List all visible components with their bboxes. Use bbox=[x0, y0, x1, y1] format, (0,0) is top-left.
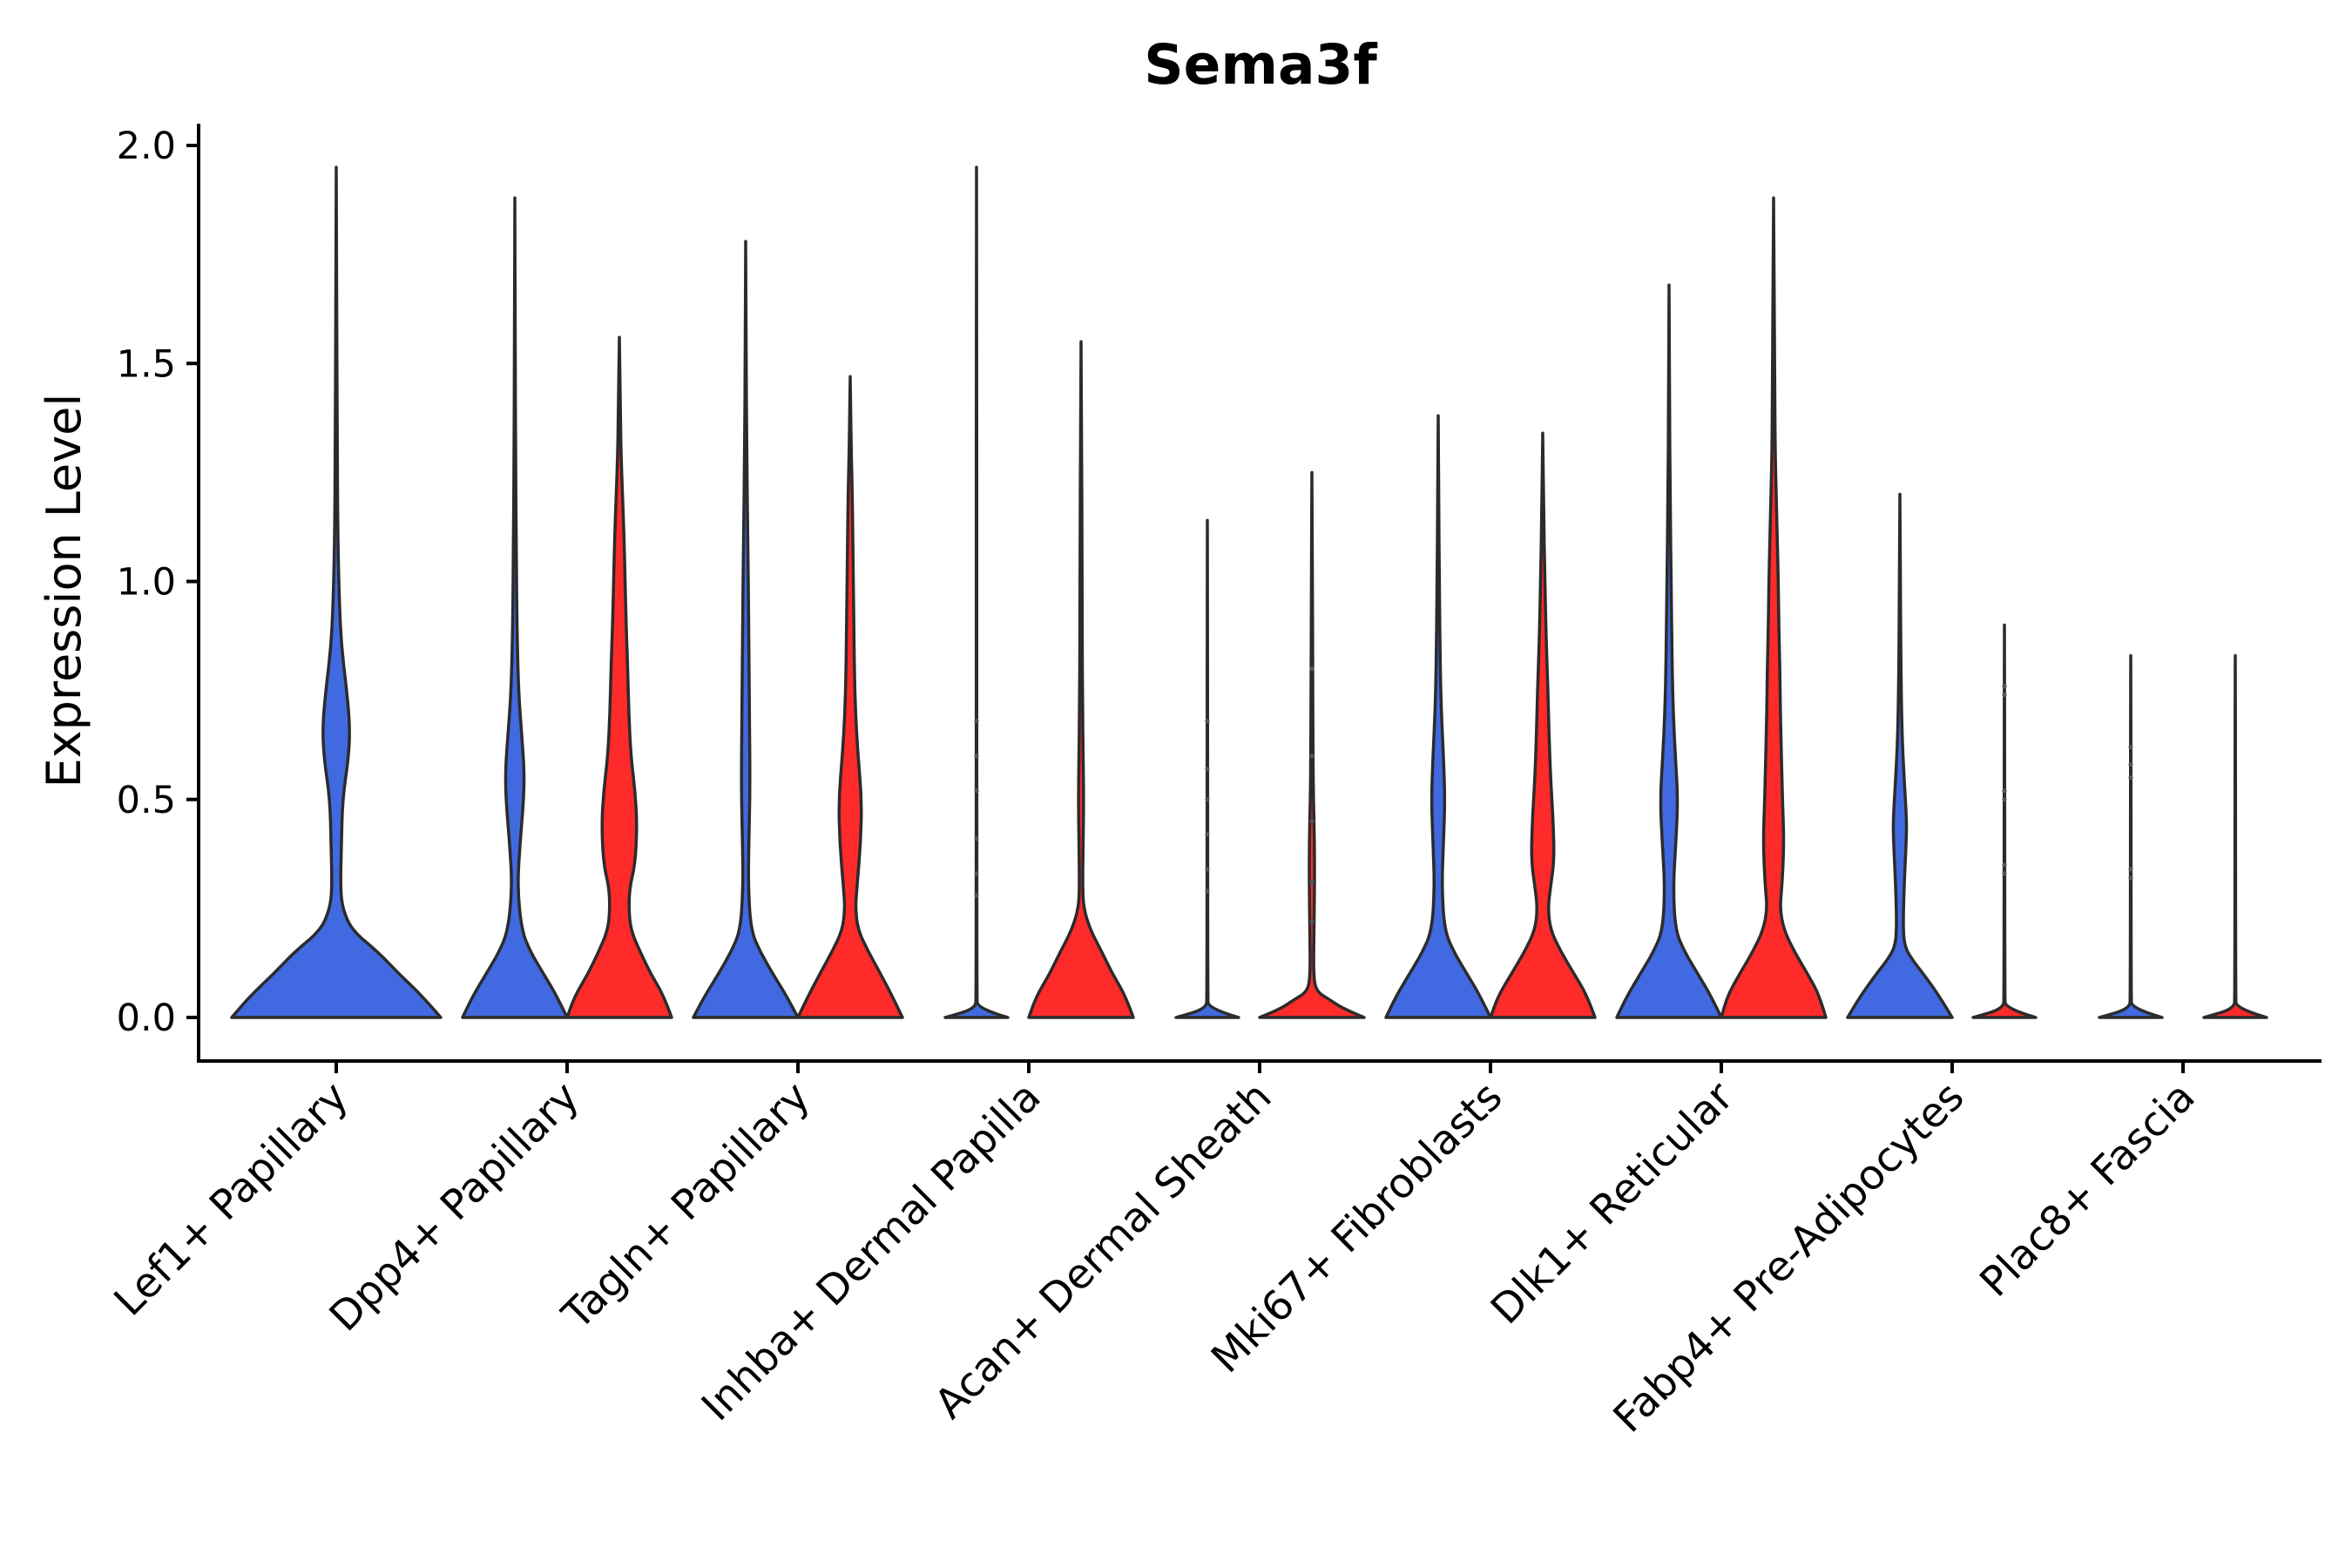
outlier-point bbox=[2128, 875, 2133, 881]
outlier-point bbox=[1309, 754, 1315, 759]
violin-dpp4-papillary-red bbox=[565, 335, 673, 1019]
y-tick-label: 1.5 bbox=[117, 342, 176, 386]
outlier-point bbox=[974, 871, 979, 876]
outlier-point bbox=[974, 788, 979, 794]
outlier-point bbox=[2002, 693, 2007, 698]
violin-fabp4-pre-adipocytes-blue bbox=[1846, 492, 1954, 1019]
outlier-point bbox=[2002, 871, 2007, 876]
violin-dpp4-papillary-blue bbox=[461, 196, 569, 1019]
outlier-point bbox=[2002, 797, 2007, 802]
y-tick-label: 0.5 bbox=[117, 779, 176, 822]
violin-lef1-papillary-single bbox=[230, 166, 443, 1019]
outlier-point bbox=[1205, 719, 1210, 724]
outlier-point bbox=[1205, 889, 1210, 894]
violin-mki67-fibroblasts-red bbox=[1489, 431, 1597, 1019]
chart-title: Sema3f bbox=[1144, 33, 1377, 97]
outlier-point bbox=[1309, 880, 1315, 885]
violin-inhba-dermal-papilla-red bbox=[1027, 340, 1135, 1019]
violin-dlk1-reticular-blue bbox=[1615, 283, 1723, 1019]
outlier-point bbox=[1309, 919, 1315, 924]
outlier-point bbox=[1205, 832, 1210, 837]
x-tick-label: Dlk1+ Reticular bbox=[1482, 1072, 1743, 1334]
violin-plac8-fascia-blue bbox=[2098, 653, 2164, 1019]
outlier-point bbox=[974, 836, 979, 841]
y-tick-label: 1.0 bbox=[117, 561, 176, 605]
x-tick-label: Dpp4+ Papillary bbox=[321, 1073, 589, 1342]
y-tick-label: 2.0 bbox=[117, 125, 176, 168]
outlier-point bbox=[1309, 819, 1315, 824]
x-tick-label: Tagln+ Papillary bbox=[553, 1073, 820, 1340]
outlier-point bbox=[2002, 684, 2007, 689]
y-axis-label: Expression Level bbox=[37, 394, 91, 788]
violin-inhba-dermal-papilla-blue bbox=[943, 166, 1010, 1019]
outlier-point bbox=[2002, 788, 2007, 794]
outlier-points-layer bbox=[974, 666, 2133, 924]
violin-plac8-fascia-red bbox=[2202, 653, 2268, 1019]
outlier-point bbox=[974, 893, 979, 898]
outlier-point bbox=[2002, 862, 2007, 868]
outlier-point bbox=[2128, 775, 2133, 781]
outlier-point bbox=[2128, 867, 2133, 872]
x-tick-label: Lef1+ Papillary bbox=[105, 1073, 358, 1326]
outlier-point bbox=[2128, 745, 2133, 750]
violin-acan-dermal-sheath-red bbox=[1258, 470, 1366, 1019]
outlier-point bbox=[1205, 767, 1210, 772]
violin-mki67-fibroblasts-blue bbox=[1384, 414, 1492, 1019]
y-tick-label: 0.0 bbox=[117, 997, 176, 1040]
violin-dlk1-reticular-red bbox=[1720, 196, 1828, 1019]
x-tick-label: Plac8+ Fascia bbox=[1971, 1073, 2205, 1307]
outlier-point bbox=[974, 754, 979, 759]
outlier-point bbox=[974, 719, 979, 724]
outlier-point bbox=[1205, 797, 1210, 802]
outlier-point bbox=[1205, 867, 1210, 872]
violin-fabp4-pre-adipocytes-red bbox=[1971, 623, 2038, 1019]
outlier-point bbox=[2128, 762, 2133, 767]
violins-layer bbox=[230, 166, 2268, 1019]
outlier-point bbox=[1309, 666, 1315, 672]
violin-tagln-papillary-red bbox=[796, 375, 904, 1019]
y-ticks: 0.0 0.5 1.0 1.5 2.0 bbox=[117, 125, 199, 1040]
violin-tagln-papillary-blue bbox=[692, 240, 800, 1019]
